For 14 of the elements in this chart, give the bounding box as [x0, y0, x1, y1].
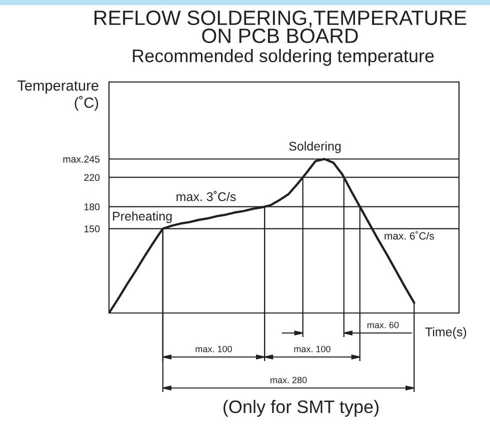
text: max. 100	[196, 346, 232, 352]
text: (Only for SMT type)	[224, 400, 378, 417]
chart-subtitle: Recommended soldering temperature	[132, 49, 434, 66]
chart-title: REFLOW SOLDERING,TEMPERATURE ON PCB BOARD	[94, 10, 466, 44]
y-axis-title: Temperature (˚C)	[17, 80, 98, 111]
annotation: Preheating	[113, 211, 172, 224]
y-tick-label: 180	[84, 203, 100, 210]
y-tick-label: 220	[84, 174, 100, 181]
annotation: max. 6˚C/s	[384, 231, 434, 240]
y-tick-label: 150	[84, 225, 100, 232]
y-tick-label: max.245	[63, 156, 100, 163]
x-axis-title: Time(s)	[425, 327, 466, 339]
annotation: Soldering	[289, 141, 341, 154]
annotation: max. 3˚C/s	[176, 190, 236, 202]
